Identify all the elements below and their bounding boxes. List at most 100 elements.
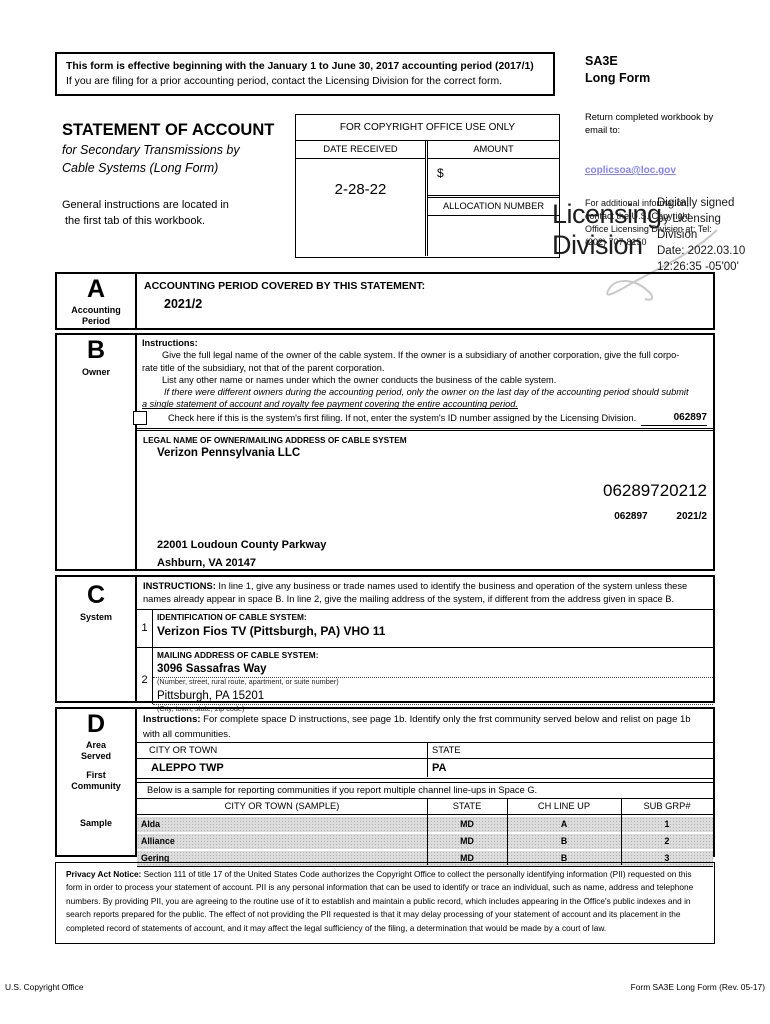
divider-double: [137, 427, 713, 431]
sample-note: Below is a sample for reporting communit…: [137, 782, 713, 799]
section-b-label: Owner: [81, 367, 110, 377]
subtitle-line2: Cable Systems (Long Form): [62, 160, 219, 175]
sample-state: MD: [427, 817, 507, 832]
return-line2: email to:: [585, 124, 621, 135]
section-a-label2: Period: [81, 316, 110, 326]
signature-name-line1: Licensing: [552, 199, 662, 229]
allocation-number-value[interactable]: [428, 216, 559, 256]
sig-detail-line1: Digitally signed: [657, 197, 735, 209]
section-d-instructions: Instructions: For complete space D instr…: [137, 709, 713, 742]
system-id-period-row: 062897 2021/2: [614, 511, 707, 522]
b-ins-line3: List any other name or names under which…: [162, 374, 557, 385]
owner-address-line1[interactable]: 22001 Loudoun County Parkway: [157, 538, 327, 551]
footer-right: Form SA3E Long Form (Rev. 05-17): [630, 982, 765, 992]
form-variant: Long Form: [585, 71, 651, 85]
first-community-table: CITY OR TOWN STATE ALEPPO TWP PA: [137, 742, 713, 779]
first-community-row: ALEPPO TWP PA: [137, 759, 713, 779]
city-value[interactable]: Pittsburgh, PA 15201: [153, 687, 713, 705]
mailing-address-label: MAILING ADDRESS OF CABLE SYSTEM:: [157, 650, 319, 660]
contact-line4: (202) 707-8150: [585, 237, 647, 247]
sample-lineup: B: [507, 834, 621, 849]
sig-detail-line5: 12:26:35 -05'00': [657, 261, 739, 273]
c-row2-number: 2: [137, 648, 153, 704]
sample-city: Alliance: [137, 834, 427, 849]
sample-subgrp: 1: [621, 817, 713, 832]
section-b-letter: B: [86, 336, 106, 364]
amount-value[interactable]: $: [437, 166, 444, 180]
accounting-period-value[interactable]: 2021/2: [164, 297, 203, 311]
signature-details: Digitally signed by Licensing Division D…: [657, 195, 745, 275]
street-value[interactable]: 3096 Sassafras Way: [153, 660, 713, 678]
date-received-label: DATE RECEIVED: [296, 141, 425, 159]
c-instructions-bold: INSTRUCTIONS:: [143, 581, 216, 591]
b-ins-line4: If there were different owners during th…: [164, 387, 689, 398]
identification-value[interactable]: Verizon Fios TV (Pittsburgh, PA) VHO 11: [157, 624, 386, 638]
privacy-notice-bold: Privacy Act Notice:: [66, 869, 142, 879]
sample-state: MD: [427, 834, 507, 849]
sig-detail-line3: Division: [657, 229, 698, 241]
first-filing-row: Check here if this is the system's first…: [133, 410, 709, 426]
system-id-short: 062897: [614, 510, 648, 522]
notice-line2: If you are filing for a prior accounting…: [66, 76, 503, 87]
section-d-label-community: Community: [71, 781, 121, 791]
section-d-label-served: Served: [80, 751, 112, 761]
sample-city-header: CITY OR TOWN (SAMPLE): [224, 801, 340, 811]
empty-sample-row: [137, 866, 713, 873]
first-filing-checkbox[interactable]: [133, 410, 147, 425]
table-row: Alliance MD B 2: [137, 834, 713, 849]
d-instructions-line2: with all communities.: [143, 729, 231, 740]
section-c: C System INSTRUCTIONS: In line 1, give a…: [55, 575, 715, 712]
legal-name-block: LEGAL NAME OF OWNER/MAILING ADDRESS OF C…: [137, 431, 713, 576]
section-c-instructions: INSTRUCTIONS: In line 1, give any busine…: [137, 577, 713, 609]
notice-line1: This form is effective beginning with th…: [66, 61, 534, 72]
subtitle-line1: for Secondary Transmissions by: [62, 143, 240, 157]
contact-info-block: For additional information, contact the …: [585, 197, 712, 249]
section-c-label: System: [79, 612, 113, 622]
identification-label: IDENTIFICATION OF CABLE SYSTEM:: [157, 612, 307, 622]
effective-period-notice: This form is effective beginning with th…: [55, 52, 555, 96]
city-or-town-header: CITY OR TOWN: [149, 745, 218, 755]
table-header-row: CITY OR TOWN STATE: [137, 742, 713, 759]
section-b: B Owner Instructions: Give the full lega…: [55, 333, 715, 571]
signature-flourish: [606, 229, 718, 301]
privacy-act-notice: Privacy Act Notice: Section 111 of title…: [55, 862, 715, 944]
d-instructions-bold: Instructions:: [143, 714, 201, 725]
section-a-letter: A: [86, 275, 106, 303]
c-row-2: 2 MAILING ADDRESS OF CABLE SYSTEM: 3096 …: [137, 647, 713, 712]
copyright-office-box: FOR COPYRIGHT OFFICE USE ONLY DATE RECEI…: [295, 114, 560, 258]
sig-detail-line4: Date: 2022.03.10: [657, 245, 746, 257]
form-code: SA3E: [585, 54, 618, 68]
table-divider: [427, 799, 428, 865]
b-ins-line1: Give the full legal name of the owner of…: [162, 350, 680, 361]
date-received-value[interactable]: 2-28-22: [334, 181, 387, 198]
signature-name-line2: Division: [552, 230, 643, 260]
sample-lineup-header: CH LINE UP: [537, 801, 591, 811]
sig-detail-line2: by Licensing: [657, 213, 721, 225]
sample-subgrp: 2: [621, 834, 713, 849]
privacy-notice-text: Section 111 of title 17 of the United St…: [66, 869, 694, 933]
sample-subgrp-header: SUB GRP#: [643, 801, 691, 811]
owner-address-line2[interactable]: Ashburn, VA 20147: [157, 556, 257, 569]
licensing-email-link[interactable]: coplicsoa@loc.gov: [585, 165, 676, 176]
system-period: 2021/2: [676, 510, 707, 522]
section-d-label-first: First: [86, 770, 106, 780]
first-filing-text: Check here if this is the system's first…: [168, 412, 637, 423]
section-d-label-area: Area: [85, 740, 106, 750]
table-divider: [621, 799, 622, 865]
legal-name-label: LEGAL NAME OF OWNER/MAILING ADDRESS OF C…: [143, 434, 407, 445]
first-community-state[interactable]: PA: [432, 762, 447, 774]
contact-line3: Office Licensing Division at: Tel:: [585, 224, 712, 234]
contact-line1: For additional information,: [585, 198, 690, 208]
section-c-labelcol: C System: [57, 577, 137, 701]
sample-state-header: STATE: [452, 801, 482, 811]
system-id-field[interactable]: 062897: [641, 412, 707, 426]
title-block: STATEMENT OF ACCOUNT for Secondary Trans…: [62, 120, 274, 229]
amount-label: AMOUNT: [428, 141, 559, 159]
owner-name-value[interactable]: Verizon Pennsylvania LLC: [157, 446, 301, 459]
first-community-city[interactable]: ALEPPO TWP: [151, 762, 224, 774]
general-instructions-line1: General instructions are located in: [62, 199, 229, 211]
section-d: D Area Served First Community Sample Ins…: [55, 707, 715, 867]
section-c-letter: C: [86, 581, 106, 609]
footer-left: U.S. Copyright Office: [5, 982, 84, 992]
